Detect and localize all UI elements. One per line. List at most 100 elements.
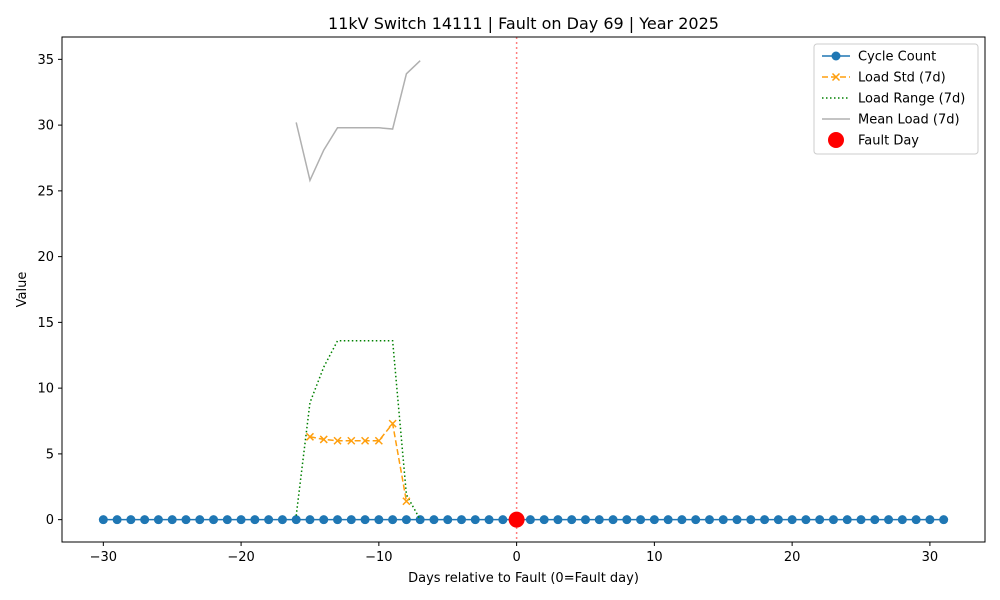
cycle-count-point: [98, 515, 108, 525]
series-load-range-line: [295, 340, 421, 521]
cycle-count-point: [553, 515, 563, 525]
cycle-count-point: [126, 515, 136, 525]
legend-entry-label: Mean Load (7d): [858, 113, 960, 128]
cycle-count-point: [870, 515, 880, 525]
load-std-point: [388, 419, 397, 428]
y-axis-label: Value: [15, 272, 30, 308]
cycle-count-point: [567, 515, 577, 525]
chart-title: 11kV Switch 14111 | Fault on Day 69 | Ye…: [328, 14, 719, 33]
legend: Cycle Count Load Std (7d) Load Range (7d) M…: [813, 43, 979, 155]
y-tick-label: 25: [37, 184, 54, 199]
cycle-count-point: [236, 515, 246, 525]
cycle-count-point: [911, 515, 921, 525]
cycle-count-point: [401, 515, 411, 525]
cycle-count-point: [760, 515, 770, 525]
cycle-count-point: [498, 515, 508, 525]
cycle-count-point: [346, 515, 356, 525]
y-tick-label: 35: [37, 53, 54, 68]
legend-handle-marker: [831, 51, 841, 61]
fault-day-marker: [508, 511, 525, 528]
cycle-count-point: [167, 515, 177, 525]
cycle-count-point: [539, 515, 549, 525]
cycle-count-point: [484, 515, 494, 525]
cycle-count-point: [856, 515, 866, 525]
cycle-count-point: [704, 515, 714, 525]
x-tick-label: −30: [90, 550, 117, 565]
cycle-count-point: [360, 515, 370, 525]
cycle-count-point: [608, 515, 618, 525]
cycle-count-point: [181, 515, 191, 525]
cycle-count-point: [691, 515, 701, 525]
cycle-count-point: [209, 515, 219, 525]
cycle-count-point: [649, 515, 659, 525]
cycle-count-point: [305, 515, 315, 525]
x-tick-label: 30: [922, 550, 939, 565]
x-tick-label: 0: [512, 550, 520, 565]
cycle-count-point: [828, 515, 838, 525]
cycle-count-point: [319, 515, 329, 525]
y-tick-label: 0: [46, 513, 54, 528]
cycle-count-point: [773, 515, 783, 525]
cycle-count-point: [815, 515, 825, 525]
cycle-count-point: [925, 515, 935, 525]
cycle-count-point: [222, 515, 232, 525]
legend-entry-label: Cycle Count: [858, 50, 936, 65]
legend-entry-label: Load Std (7d): [858, 71, 946, 86]
load-std-point: [347, 436, 356, 445]
plot-frame: [61, 36, 986, 543]
cycle-count-point: [939, 515, 949, 525]
cycle-count-point: [264, 515, 274, 525]
y-tick-label: 30: [37, 119, 54, 134]
legend-handle-marker: [831, 72, 841, 82]
cycle-count-point: [195, 515, 205, 525]
cycle-count-point: [333, 515, 343, 525]
cycle-count-point: [787, 515, 797, 525]
cycle-count-point: [746, 515, 756, 525]
load-std-point: [305, 432, 315, 441]
legend-box: [813, 43, 979, 155]
cycle-count-point: [277, 515, 287, 525]
cycle-count-point: [525, 515, 535, 525]
cycle-count-point: [677, 515, 687, 525]
cycle-count-point: [594, 515, 604, 525]
load-std-point: [333, 436, 342, 445]
cycle-count-point: [718, 515, 728, 525]
cycle-count-point: [663, 515, 673, 525]
y-tick-label: 5: [46, 447, 54, 462]
y-tick-label: 20: [37, 250, 54, 265]
cycle-count-point: [112, 515, 122, 525]
cycle-count-point: [443, 515, 453, 525]
y-tick-label: 10: [37, 382, 54, 397]
series-mean-load-line: [295, 60, 421, 183]
cycle-count-point: [801, 515, 811, 525]
legend-entry-label: Fault Day: [858, 134, 919, 149]
x-tick-label: 10: [646, 550, 663, 565]
x-axis-label: Days relative to Fault (0=Fault day): [408, 571, 639, 586]
load-std-point: [374, 436, 383, 445]
cycle-count-point: [388, 515, 398, 525]
cycle-count-point: [457, 515, 467, 525]
cycle-count-point: [636, 515, 646, 525]
cycle-count-point: [470, 515, 480, 525]
cycle-count-point: [140, 515, 150, 525]
cycle-count-point: [250, 515, 260, 525]
cycle-count-point: [374, 515, 384, 525]
x-tick-label: −10: [365, 550, 392, 565]
series-load-std-line: [309, 421, 408, 502]
cycle-count-point: [897, 515, 907, 525]
cycle-count-point: [884, 515, 894, 525]
load-std-point: [402, 497, 411, 506]
x-tick-label: −20: [227, 550, 254, 565]
cycle-count-point: [153, 515, 163, 525]
load-std-point: [361, 436, 370, 445]
cycle-count-point: [842, 515, 852, 525]
cycle-count-point: [622, 515, 632, 525]
x-tick-label: 20: [784, 550, 801, 565]
cycle-count-point: [291, 515, 301, 525]
cycle-count-point: [732, 515, 742, 525]
legend-entry-label: Load Range (7d): [858, 92, 965, 107]
cycle-count-point: [415, 515, 425, 525]
load-std-point: [319, 435, 328, 444]
legend-handle-marker: [828, 132, 844, 148]
